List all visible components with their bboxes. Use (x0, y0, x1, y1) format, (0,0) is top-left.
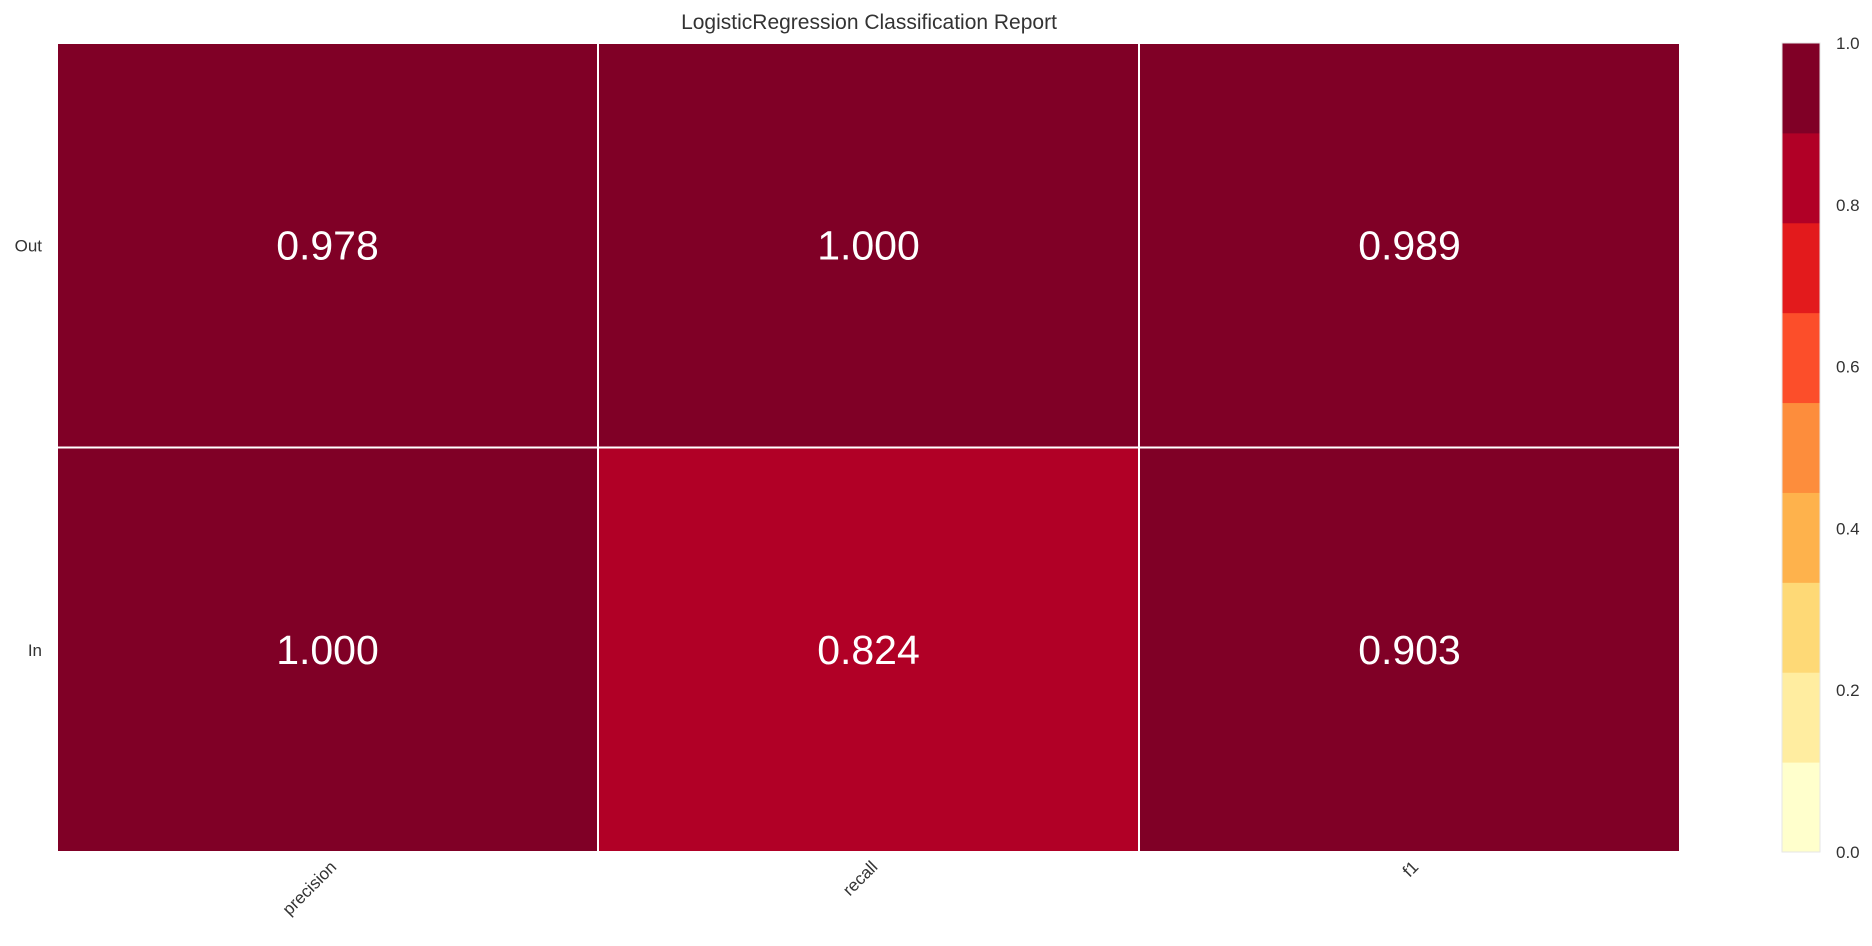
y-tick-label: Out (15, 236, 43, 255)
cell-value-label: 0.824 (817, 627, 920, 673)
colorbar: 0.0 0.2 0.4 0.6 0.8 1.0 (1781, 34, 1860, 862)
colorbar-bin (1782, 762, 1820, 853)
colorbar-tick-label: 1.0 (1836, 34, 1860, 53)
heatmap-cell (58, 44, 597, 447)
heatmap-cell (599, 44, 1138, 447)
colorbar-bin (1782, 582, 1820, 673)
colorbar-bin (1782, 222, 1820, 314)
cell-value-label: 0.989 (1358, 222, 1461, 268)
colorbar-bin (1782, 312, 1820, 404)
heatmap-cell (1140, 44, 1679, 447)
colorbar-tick-label: 0.0 (1836, 843, 1860, 862)
x-tick-label: recall (839, 857, 881, 899)
cell-value-label: 1.000 (817, 222, 920, 268)
heatmap-cell (58, 448, 597, 851)
y-axis-ticks: Out In (15, 236, 43, 660)
heatmap-cell (1140, 448, 1679, 851)
cell-value-label: 0.978 (276, 222, 379, 268)
heatmap-cell (599, 448, 1138, 851)
colorbar-tick-label: 0.2 (1836, 681, 1860, 700)
cell-value-label: 1.000 (276, 627, 379, 673)
cell-value-label: 0.903 (1358, 627, 1461, 673)
x-tick-label: precision (279, 857, 341, 919)
colorbar-bin (1782, 492, 1820, 583)
colorbar-outline (1781, 42, 1821, 853)
x-tick-label: f1 (1399, 857, 1422, 880)
colorbar-bin (1782, 402, 1820, 493)
colorbar-bin (1782, 672, 1820, 763)
colorbar-tick-label: 0.6 (1836, 358, 1860, 377)
colorbar-bin (1782, 132, 1820, 224)
y-tick-label: In (28, 641, 42, 660)
colorbar-bin (1782, 43, 1820, 134)
colorbar-tick-label: 0.4 (1836, 519, 1860, 538)
x-axis-ticks: precision recall f1 (279, 857, 1423, 919)
heatmap-cells: 0.978 1.000 0.989 1.000 0.824 0.903 (56, 42, 1681, 853)
colorbar-tick-label: 0.8 (1836, 196, 1860, 215)
chart-title: LogisticRegression Classification Report (681, 11, 1057, 34)
